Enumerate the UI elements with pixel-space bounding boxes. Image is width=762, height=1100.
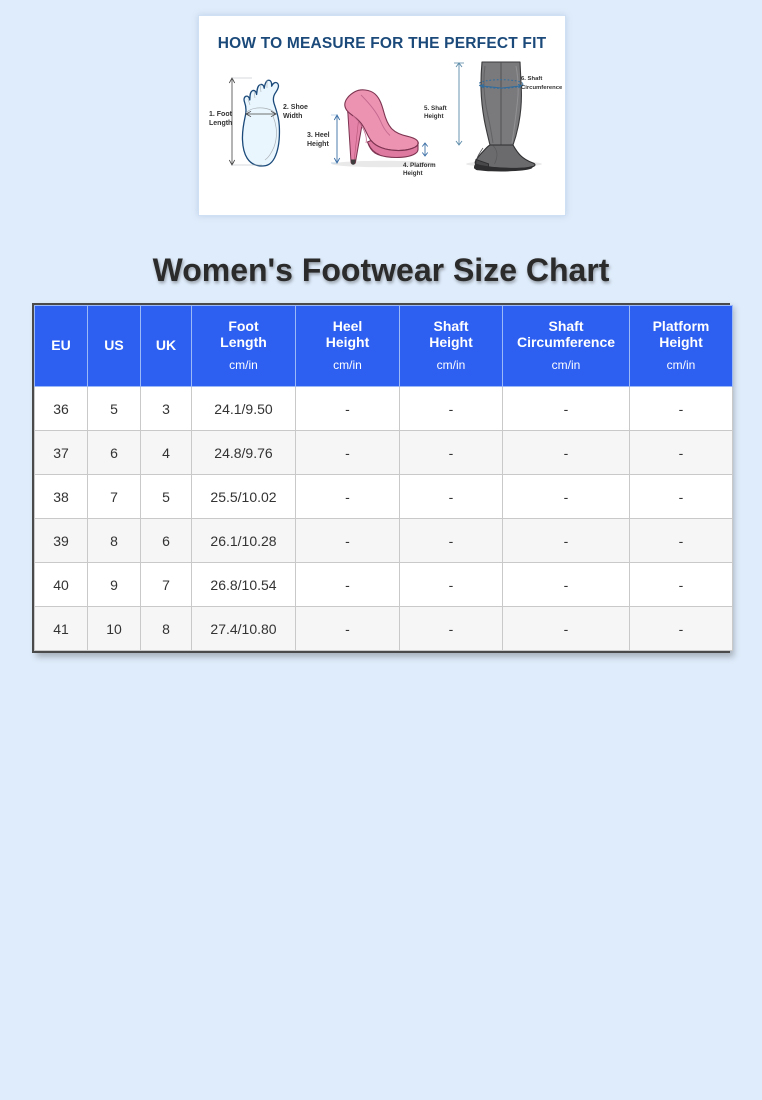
svg-text:1. Foot: 1. Foot (209, 111, 233, 118)
svg-text:Height: Height (424, 113, 444, 120)
svg-text:4. Platform: 4. Platform (403, 162, 436, 169)
svg-text:HOW TO MEASURE FOR THE PERFECT: HOW TO MEASURE FOR THE PERFECT FIT (218, 35, 547, 52)
svg-text:Height: Height (307, 141, 329, 148)
svg-text:Length: Length (209, 120, 232, 127)
svg-text:3. Heel: 3. Heel (307, 132, 330, 139)
svg-text:Circumference: Circumference (521, 85, 563, 91)
svg-text:6. Shaft: 6. Shaft (521, 76, 542, 82)
svg-text:5. Shaft: 5. Shaft (424, 105, 448, 112)
svg-text:2. Shoe: 2. Shoe (283, 104, 308, 111)
svg-text:Width: Width (283, 113, 302, 120)
svg-text:Height: Height (403, 170, 423, 177)
